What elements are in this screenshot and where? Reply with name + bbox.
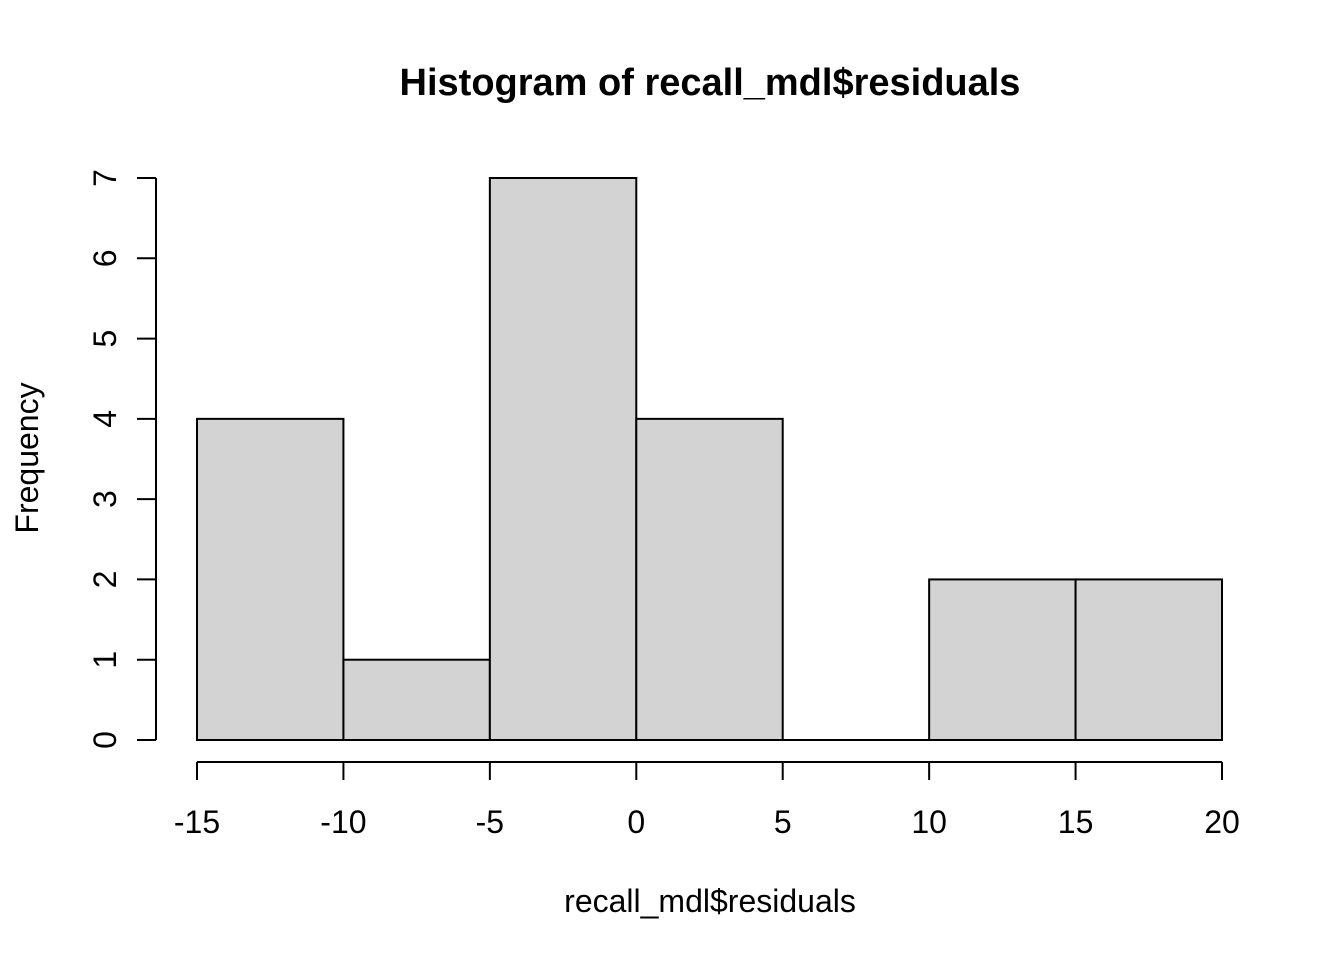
histogram-bar [928, 578, 1077, 742]
histogram-bar [196, 417, 345, 741]
x-tick-label: 10 [911, 804, 947, 840]
histogram-bar [342, 658, 491, 742]
y-tick-label: 4 [87, 410, 123, 428]
y-tick-label: 0 [87, 731, 123, 749]
x-tick-label: -5 [476, 804, 504, 840]
y-tick-label: 2 [87, 571, 123, 589]
x-tick-label: 5 [774, 804, 792, 840]
y-tick-label: 3 [87, 490, 123, 508]
x-tick-label: 0 [627, 804, 645, 840]
x-axis-label: recall_mdl$residuals [564, 883, 856, 919]
y-tick-label: 1 [87, 651, 123, 669]
x-tick-label: 15 [1058, 804, 1094, 840]
x-tick-label: -15 [174, 804, 220, 840]
y-tick-label: 5 [87, 330, 123, 348]
x-tick-label: 20 [1204, 804, 1240, 840]
chart-title: Histogram of recall_mdl$residuals [400, 62, 1021, 104]
x-tick-label: -10 [320, 804, 366, 840]
axes-group: 0 1 2 3 4 5 6 7 -15 -10 -5 0 5 10 15 20 [87, 169, 1240, 840]
y-tick-label: 6 [87, 249, 123, 267]
bars-group [196, 177, 1223, 742]
y-axis-label: Frequency [9, 382, 45, 533]
histogram-bar [1074, 578, 1223, 742]
histogram-bar [488, 177, 638, 741]
y-tick-label: 7 [87, 169, 123, 187]
histogram-bar [635, 417, 784, 741]
